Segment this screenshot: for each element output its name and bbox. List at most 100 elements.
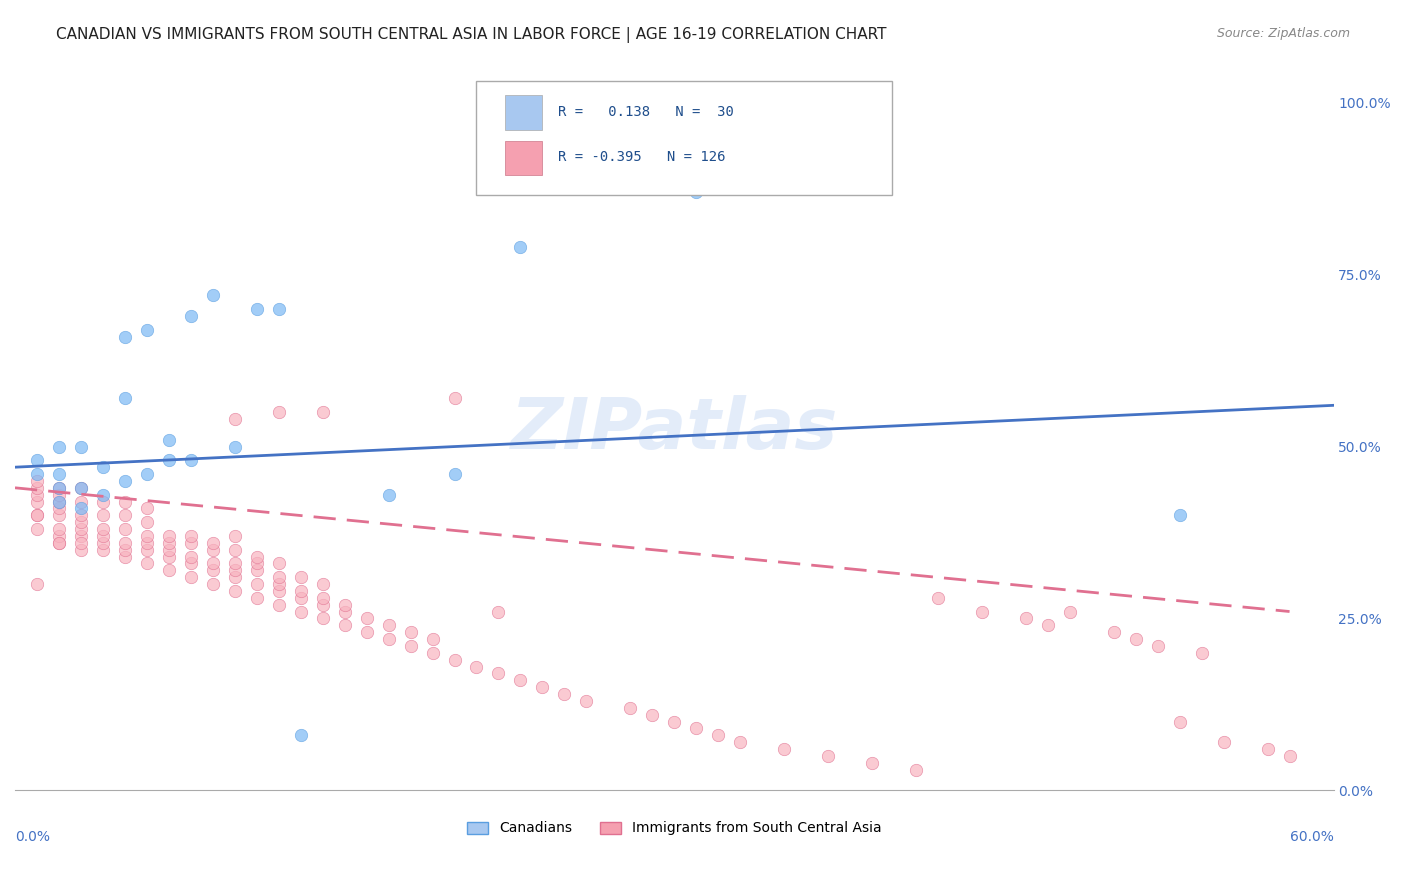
Point <box>157 563 180 577</box>
Point <box>48 488 70 502</box>
Point <box>224 412 246 426</box>
Point <box>114 522 136 536</box>
Point <box>91 460 114 475</box>
Point <box>48 522 70 536</box>
Point <box>860 756 883 770</box>
Point <box>114 494 136 508</box>
Text: ZIPatlas: ZIPatlas <box>510 395 838 464</box>
Point <box>201 563 224 577</box>
Point <box>25 508 48 523</box>
Point <box>48 536 70 550</box>
Point <box>48 467 70 481</box>
Point <box>356 625 378 640</box>
Point <box>246 557 269 571</box>
Point <box>114 542 136 557</box>
Point <box>707 728 730 742</box>
Point <box>1015 611 1038 625</box>
Text: Source: ZipAtlas.com: Source: ZipAtlas.com <box>1216 27 1350 40</box>
Point <box>267 598 290 612</box>
Point <box>311 405 333 419</box>
Point <box>377 618 399 632</box>
Point <box>1168 508 1191 523</box>
Point <box>1257 742 1279 756</box>
Point <box>180 570 202 584</box>
Point <box>1036 618 1059 632</box>
Point <box>224 570 246 584</box>
Text: R =   0.138   N =  30: R = 0.138 N = 30 <box>558 105 734 119</box>
Point <box>619 700 641 714</box>
FancyBboxPatch shape <box>477 81 891 194</box>
Point <box>180 453 202 467</box>
Point <box>246 577 269 591</box>
Point <box>1146 639 1168 653</box>
Point <box>201 577 224 591</box>
Text: 0.0%: 0.0% <box>15 830 51 844</box>
Point <box>135 542 157 557</box>
Point <box>246 302 269 317</box>
Point <box>970 605 993 619</box>
Point <box>290 583 312 598</box>
Point <box>180 557 202 571</box>
Point <box>48 508 70 523</box>
Point <box>904 763 927 777</box>
Point <box>180 309 202 323</box>
Point <box>290 728 312 742</box>
Point <box>91 536 114 550</box>
Point <box>201 557 224 571</box>
Point <box>25 508 48 523</box>
Point <box>25 494 48 508</box>
Point <box>135 501 157 516</box>
Point <box>48 494 70 508</box>
Point <box>224 529 246 543</box>
Point <box>224 542 246 557</box>
Point <box>114 508 136 523</box>
Point <box>91 542 114 557</box>
Point <box>70 481 93 495</box>
Point <box>180 536 202 550</box>
Point <box>290 591 312 605</box>
Point <box>180 549 202 564</box>
Point <box>48 529 70 543</box>
Point <box>664 714 686 729</box>
Point <box>399 639 422 653</box>
Point <box>157 536 180 550</box>
Point <box>48 481 70 495</box>
Point <box>267 583 290 598</box>
Point <box>311 577 333 591</box>
Point <box>1125 632 1147 646</box>
Point <box>377 488 399 502</box>
Point <box>135 323 157 337</box>
Point <box>25 481 48 495</box>
Point <box>48 481 70 495</box>
Point <box>927 591 949 605</box>
Point <box>290 570 312 584</box>
Point <box>224 440 246 454</box>
Point <box>135 467 157 481</box>
Point <box>290 605 312 619</box>
Point <box>70 536 93 550</box>
Point <box>267 557 290 571</box>
Point <box>201 542 224 557</box>
Point <box>114 474 136 488</box>
Point <box>114 549 136 564</box>
Point <box>25 467 48 481</box>
Point <box>114 536 136 550</box>
Text: R = -0.395   N = 126: R = -0.395 N = 126 <box>558 150 725 164</box>
Point <box>443 392 465 406</box>
Point <box>70 522 93 536</box>
Point <box>157 433 180 447</box>
Point <box>25 577 48 591</box>
Point <box>91 522 114 536</box>
Point <box>70 542 93 557</box>
Point <box>267 302 290 317</box>
Point <box>267 577 290 591</box>
Point <box>224 563 246 577</box>
Point <box>1059 605 1081 619</box>
Point <box>465 659 488 673</box>
Point <box>575 694 598 708</box>
Point <box>91 508 114 523</box>
Point <box>114 329 136 343</box>
Point <box>70 501 93 516</box>
Point <box>70 515 93 529</box>
Point <box>817 748 839 763</box>
